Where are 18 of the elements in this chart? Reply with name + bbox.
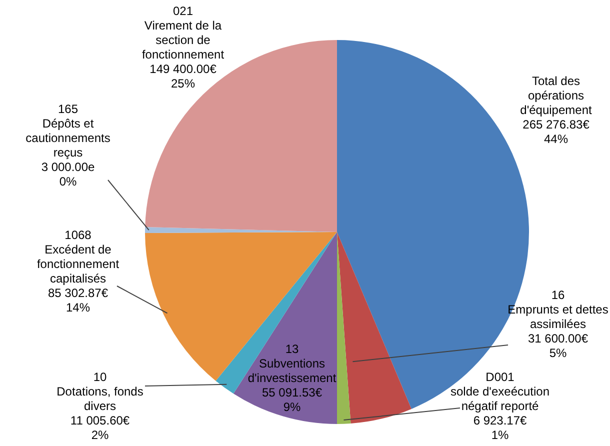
data-label: 31 600.00€ 5%	[528, 332, 588, 360]
slice-label: Total des opérations d'équipement	[520, 74, 592, 117]
data-label: 85 302.87€ 14%	[48, 286, 108, 314]
data-label: 265 276.83€ 44%	[522, 118, 590, 146]
data-label: 3 000.00e 0%	[41, 160, 96, 188]
data-label: 149 400.00€ 25%	[150, 62, 217, 90]
data-label: 55 091.53€ 9%	[262, 386, 322, 414]
slice-label: D001 solde d'exeécution négatif reporté	[450, 370, 550, 413]
slice-label: 165 Dépôts et cautionnements reçus	[26, 102, 110, 160]
data-label: 6 923.17€ 1%	[473, 414, 528, 442]
data-label: 11 005.60€ 2%	[70, 414, 130, 442]
slice-label: 10 Dotations, fonds divers	[56, 370, 144, 413]
pie-slice	[145, 232, 337, 381]
slice-label: 021 Virement de la section de fonctionnement	[142, 4, 225, 62]
slice-label: 13 Subventions d'investissement	[248, 342, 337, 385]
pie-slice	[337, 232, 412, 424]
pie-slice	[233, 232, 337, 424]
slice-label: 1068 Excédent de fonctionnement capitalisés	[36, 228, 120, 286]
